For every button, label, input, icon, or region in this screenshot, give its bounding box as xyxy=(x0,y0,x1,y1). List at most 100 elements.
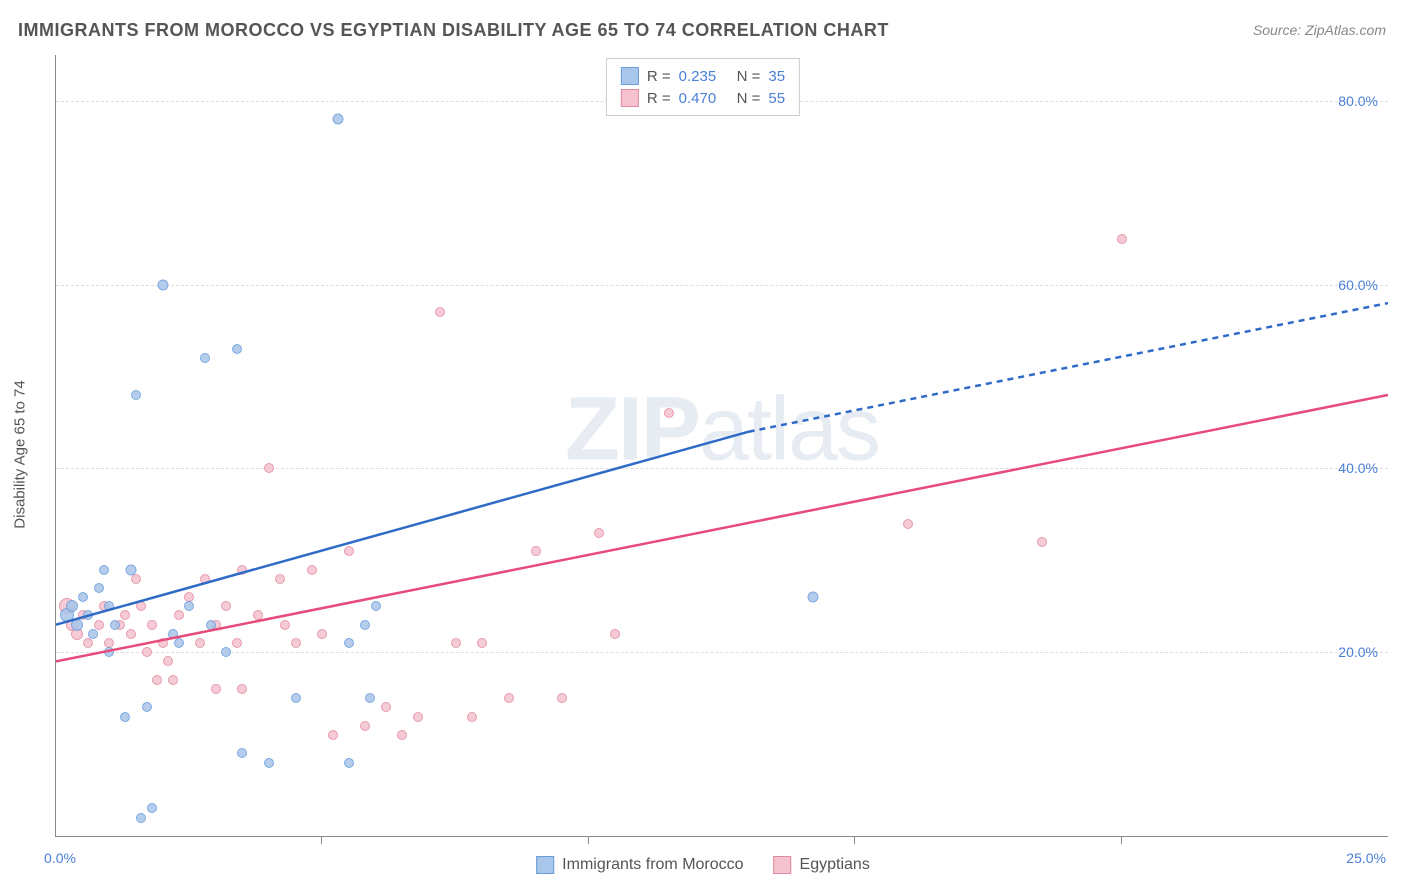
x-tick-mark xyxy=(1121,836,1122,844)
data-point xyxy=(142,702,152,712)
data-point xyxy=(78,592,88,602)
data-point xyxy=(147,803,157,813)
data-point xyxy=(163,656,173,666)
data-point xyxy=(435,307,445,317)
data-point xyxy=(120,712,130,722)
data-point xyxy=(344,638,354,648)
source-attribution: Source: ZipAtlas.com xyxy=(1253,22,1386,38)
gridline xyxy=(56,285,1388,286)
data-point xyxy=(371,601,381,611)
legend-item-egyptians: Egyptians xyxy=(774,856,870,874)
y-tick: 40.0% xyxy=(1338,460,1378,476)
data-point xyxy=(451,638,461,648)
x-tick-25: 25.0% xyxy=(1346,850,1386,866)
data-point xyxy=(136,601,146,611)
data-point xyxy=(157,279,168,290)
data-point xyxy=(333,114,344,125)
data-point xyxy=(83,610,93,620)
y-axis-label: Disability Age 65 to 74 xyxy=(12,380,29,528)
data-point xyxy=(280,620,290,630)
data-point xyxy=(467,712,477,722)
data-point xyxy=(88,629,98,639)
y-tick: 20.0% xyxy=(1338,644,1378,660)
data-point xyxy=(232,344,242,354)
data-point xyxy=(328,730,338,740)
legend-item-morocco: Immigrants from Morocco xyxy=(536,856,743,874)
data-point xyxy=(195,638,205,648)
data-point xyxy=(125,564,136,575)
x-tick-mark xyxy=(321,836,322,844)
data-point xyxy=(184,601,194,611)
data-point xyxy=(610,629,620,639)
chart-plot-area: ZIPatlas 20.0% 40.0% 60.0% 80.0% xyxy=(55,55,1388,837)
x-tick-0: 0.0% xyxy=(44,850,76,866)
gridline xyxy=(56,652,1388,653)
data-point xyxy=(264,463,274,473)
data-point xyxy=(531,546,541,556)
swatch-egyptians xyxy=(621,89,639,107)
data-point xyxy=(264,758,274,768)
data-point xyxy=(136,813,146,823)
x-tick-mark xyxy=(854,836,855,844)
correlation-legend: R = 0.235 N = 35 R = 0.470 N = 55 xyxy=(606,58,800,116)
data-point xyxy=(71,619,83,631)
data-point xyxy=(66,600,78,612)
data-point xyxy=(104,601,114,611)
data-point xyxy=(344,546,354,556)
data-point xyxy=(104,647,114,657)
x-tick-mark xyxy=(588,836,589,844)
data-point xyxy=(291,693,301,703)
data-point xyxy=(360,620,370,630)
data-point xyxy=(504,693,514,703)
data-point xyxy=(200,353,210,363)
data-point xyxy=(360,721,370,731)
data-point xyxy=(152,675,162,685)
legend-row-morocco: R = 0.235 N = 35 xyxy=(621,65,785,87)
data-point xyxy=(594,528,604,538)
swatch-morocco-icon xyxy=(536,856,554,874)
y-tick: 60.0% xyxy=(1338,277,1378,293)
data-point xyxy=(221,601,231,611)
data-point xyxy=(158,638,168,648)
data-point xyxy=(903,519,913,529)
y-tick: 80.0% xyxy=(1338,93,1378,109)
data-point xyxy=(664,408,674,418)
chart-title: IMMIGRANTS FROM MOROCCO VS EGYPTIAN DISA… xyxy=(18,20,889,41)
data-point xyxy=(397,730,407,740)
data-point xyxy=(413,712,423,722)
data-point xyxy=(381,702,391,712)
data-point xyxy=(94,620,104,630)
data-point xyxy=(221,647,231,657)
data-point xyxy=(365,693,375,703)
swatch-morocco xyxy=(621,67,639,85)
data-point xyxy=(291,638,301,648)
watermark: ZIPatlas xyxy=(565,378,879,481)
data-point xyxy=(94,583,104,593)
data-point xyxy=(174,610,184,620)
data-point xyxy=(131,574,141,584)
data-point xyxy=(142,647,152,657)
data-point xyxy=(1037,537,1047,547)
data-point xyxy=(477,638,487,648)
data-point xyxy=(253,610,263,620)
data-point xyxy=(83,638,93,648)
data-point xyxy=(174,638,184,648)
legend-row-egyptians: R = 0.470 N = 55 xyxy=(621,87,785,109)
series-legend: Immigrants from Morocco Egyptians xyxy=(536,856,870,874)
data-point xyxy=(200,574,210,584)
gridline xyxy=(56,468,1388,469)
trend-lines xyxy=(56,55,1388,836)
data-point xyxy=(120,610,130,620)
data-point xyxy=(557,693,567,703)
data-point xyxy=(99,565,109,575)
data-point xyxy=(211,684,221,694)
data-point xyxy=(237,748,247,758)
data-point xyxy=(131,390,141,400)
data-point xyxy=(147,620,157,630)
data-point xyxy=(232,638,242,648)
data-point xyxy=(168,675,178,685)
data-point xyxy=(206,620,216,630)
data-point xyxy=(317,629,327,639)
data-point xyxy=(1117,234,1127,244)
data-point xyxy=(344,758,354,768)
